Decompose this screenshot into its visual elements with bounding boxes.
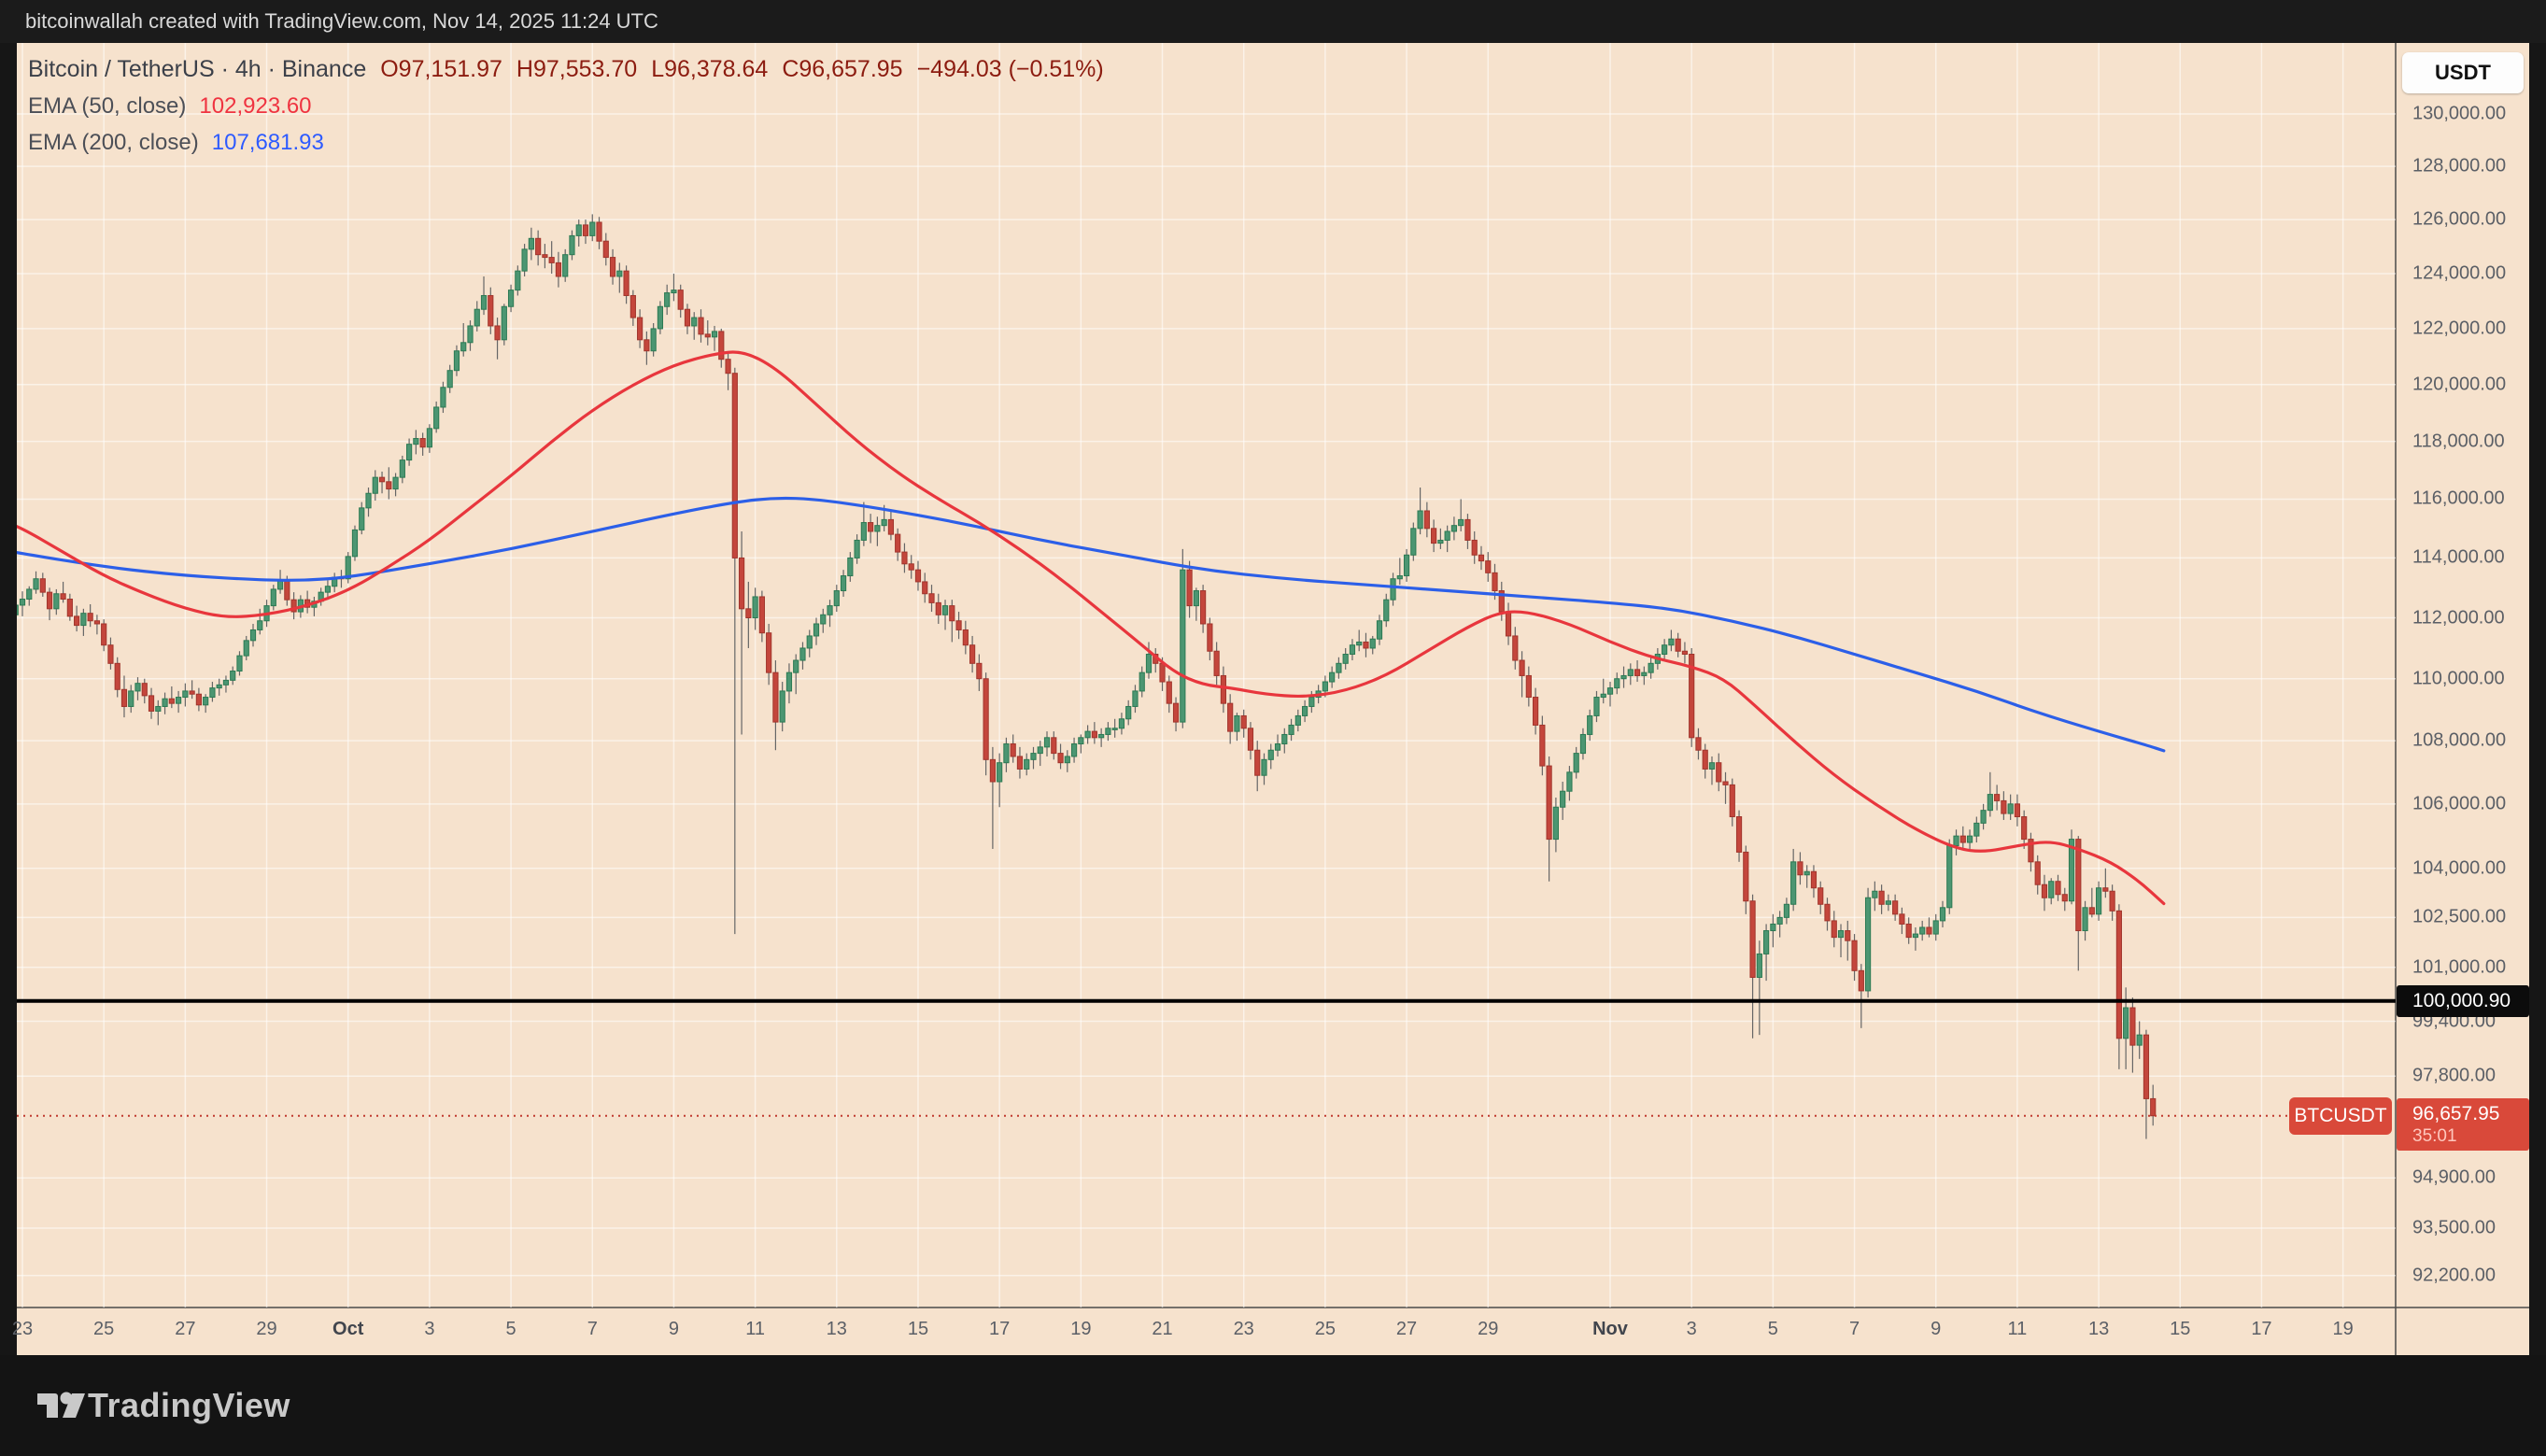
time-tick-label: 7 (587, 1319, 598, 1339)
time-tick-label: 5 (505, 1319, 516, 1339)
time-tick-label: 29 (256, 1319, 277, 1339)
time-tick-label: 29 (1478, 1319, 1499, 1339)
price-tick-label: 118,000.00 (2412, 431, 2505, 452)
price-tick-label: 102,500.00 (2412, 906, 2507, 927)
time-tick-label: 9 (668, 1319, 679, 1339)
last-price-tag: 96,657.95 35:01 (2397, 1097, 2529, 1151)
chart-pane[interactable] (17, 43, 2529, 1355)
price-tick-label: 130,000.00 (2412, 103, 2507, 124)
time-tick-label: 23 (11, 1319, 34, 1339)
price-tick-label: 106,000.00 (2412, 793, 2507, 814)
drawn-line-price-tag: 100,000.90 (2397, 984, 2529, 1017)
time-tick-label: 13 (826, 1319, 847, 1339)
price-tick-label: 112,000.00 (2412, 607, 2505, 628)
time-tick-label: 25 (93, 1319, 115, 1339)
time-tick-label: 11 (2007, 1319, 2028, 1339)
time-tick-label: 17 (989, 1319, 1011, 1339)
time-tick-label: 11 (745, 1319, 765, 1339)
time-tick-label: 3 (1686, 1319, 1697, 1339)
time-tick-label: 19 (2332, 1319, 2354, 1339)
time-tick-label: 23 (1233, 1319, 1254, 1339)
time-tick-label: 3 (424, 1319, 435, 1339)
time-tick-label: 19 (1070, 1319, 1092, 1339)
time-tick-label: 27 (175, 1319, 196, 1339)
price-tick-label: 97,800.00 (2412, 1065, 2496, 1086)
currency-toggle[interactable]: USDT (2402, 52, 2524, 93)
price-tick-label: 114,000.00 (2412, 546, 2505, 568)
price-tick-label: 126,000.00 (2412, 208, 2507, 230)
attribution-text: bitcoinwallah created with TradingView.c… (25, 9, 658, 33)
time-tick-label: 25 (1314, 1319, 1336, 1339)
price-tick-label: 92,200.00 (2412, 1265, 2496, 1286)
price-tick-label: 110,000.00 (2412, 668, 2505, 689)
price-tick-label: 93,500.00 (2412, 1217, 2496, 1238)
symbol-badge: BTCUSDT (2289, 1096, 2392, 1135)
price-tick-label: 116,000.00 (2412, 488, 2505, 509)
time-tick-label: 21 (1152, 1319, 1173, 1339)
price-tick-label: 120,000.00 (2412, 374, 2507, 395)
time-tick-label: 15 (2170, 1319, 2191, 1339)
time-tick-label: 15 (907, 1319, 929, 1339)
price-tick-label: 94,900.00 (2412, 1166, 2496, 1188)
price-tick-label: 122,000.00 (2412, 318, 2507, 339)
footer-bar: TradingView (0, 1355, 2546, 1456)
price-tick-label: 128,000.00 (2412, 155, 2507, 177)
time-tick-label: 13 (2087, 1319, 2110, 1339)
attribution-bar: bitcoinwallah created with TradingView.c… (0, 0, 2546, 43)
tradingview-logo-text: TradingView (88, 1386, 290, 1424)
price-tick-label: 104,000.00 (2412, 857, 2507, 879)
last-price: 96,657.95 (2412, 1102, 2500, 1124)
price-tick-label: 101,000.00 (2412, 956, 2507, 978)
drawn-line-price: 100,000.90 (2412, 989, 2511, 1011)
price-tick-label: 124,000.00 (2412, 262, 2507, 284)
time-tick-label: Oct (332, 1319, 364, 1339)
time-tick-label: 9 (1931, 1319, 1942, 1339)
time-tick-label: 27 (1395, 1319, 1418, 1339)
time-tick-label: 5 (1767, 1319, 1778, 1339)
price-tick-label: 108,000.00 (2412, 729, 2507, 751)
time-tick-label: 7 (1848, 1319, 1860, 1339)
time-tick-label: 17 (2251, 1319, 2272, 1339)
time-tick-label: Nov (1592, 1319, 1628, 1339)
tradingview-logo-icon (37, 1392, 85, 1418)
candle-countdown: 35:01 (2412, 1125, 2457, 1146)
